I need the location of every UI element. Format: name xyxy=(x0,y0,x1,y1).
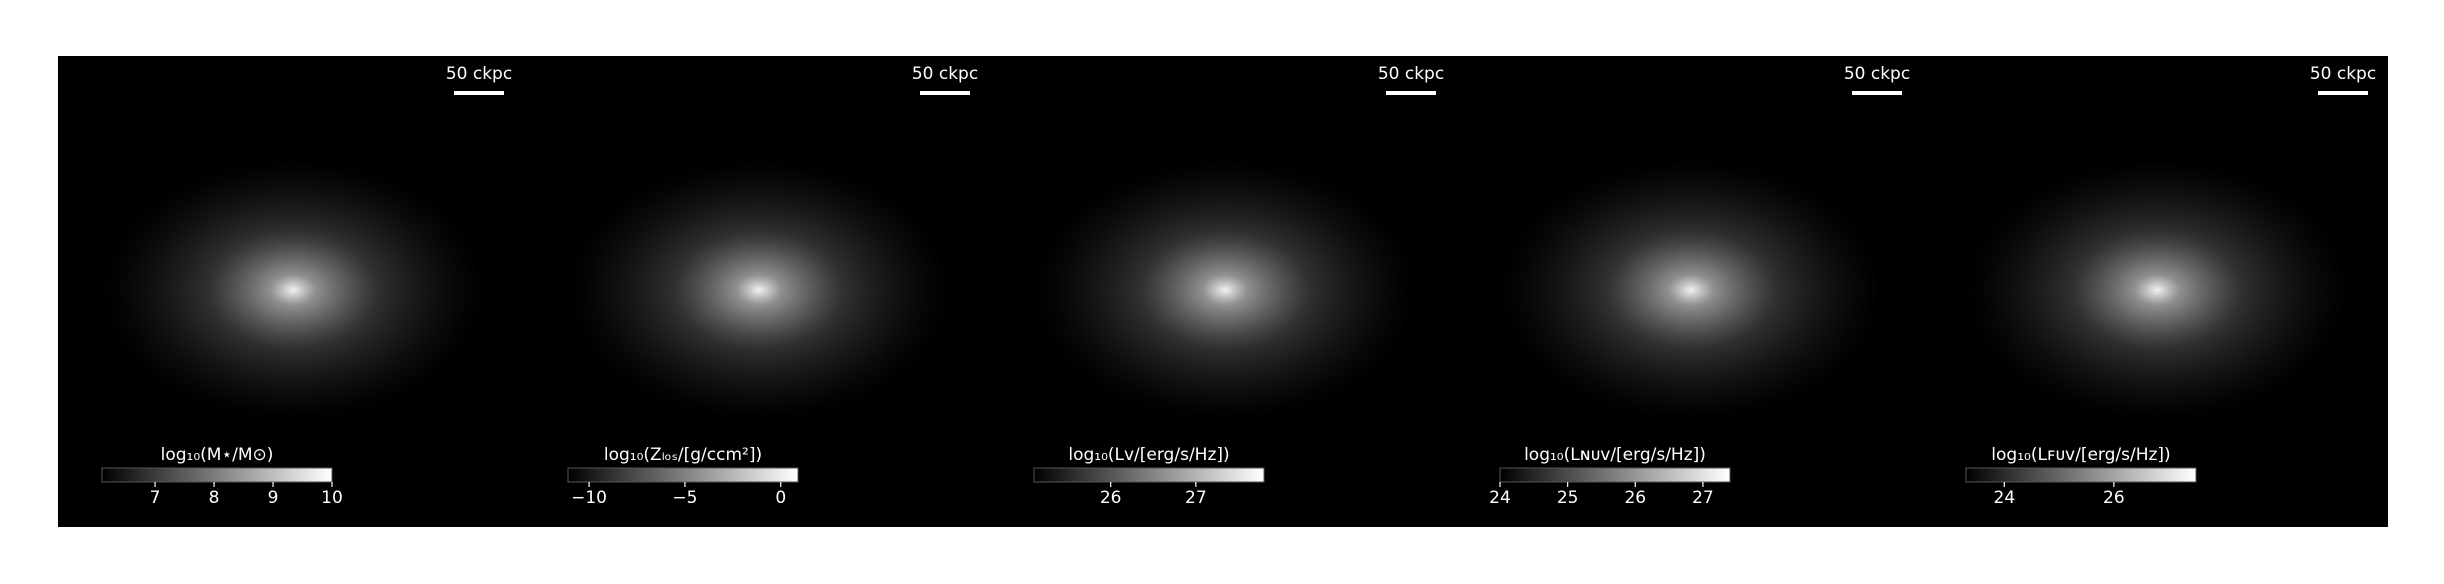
panel: 50 ckpc log₁₀(Lꜰᴜᴠ/[erg/s/Hz]) 24 26 xyxy=(1965,64,2376,508)
panel: 50 ckpc log₁₀(Lᴠ/[erg/s/Hz]) 26 27 xyxy=(1033,64,1444,508)
galaxy-image xyxy=(1967,160,2347,420)
colorbar-label: log₁₀(M⋆/M⊙) xyxy=(161,445,274,465)
colorbar xyxy=(1033,467,1265,483)
colorbar-tick-label: 10 xyxy=(321,488,343,508)
colorbar-tick-label: 7 xyxy=(150,488,161,508)
scale-bar-label: 50 ckpc xyxy=(446,64,512,84)
galaxy-image xyxy=(1501,160,1881,420)
colorbar-label: log₁₀(Zₗₒₛ/[g/ccm²]) xyxy=(604,445,762,465)
colorbar-tick-label: 24 xyxy=(1994,488,2016,508)
panel: 50 ckpc log₁₀(M⋆/M⊙) 7 8 9 10 xyxy=(101,64,512,508)
galaxy-image xyxy=(103,160,483,420)
scale-bar-label: 50 ckpc xyxy=(2310,64,2376,84)
scale-bar-label: 50 ckpc xyxy=(1378,64,1444,84)
colorbar-label: log₁₀(Lɴᴜᴠ/[erg/s/Hz]) xyxy=(1524,445,1706,465)
colorbar xyxy=(1965,467,2197,483)
colorbar-tick-label: 27 xyxy=(1692,488,1714,508)
colorbar-tick-label: 0 xyxy=(775,488,786,508)
panel: 50 ckpc log₁₀(Lɴᴜᴠ/[erg/s/Hz]) 24 25 26 27 xyxy=(1489,64,1910,508)
colorbar-tick-label: −10 xyxy=(571,488,607,508)
colorbar-tick-label: 26 xyxy=(1624,488,1646,508)
colorbar xyxy=(101,467,333,483)
galaxy-image xyxy=(569,160,949,420)
colorbar-tick-label: 25 xyxy=(1557,488,1579,508)
colorbar-label: log₁₀(Lᴠ/[erg/s/Hz]) xyxy=(1068,445,1229,465)
colorbar-tick-label: 24 xyxy=(1489,488,1511,508)
scale-bar-label: 50 ckpc xyxy=(1844,64,1910,84)
colorbar-tick-label: 27 xyxy=(1185,488,1207,508)
colorbar-label: log₁₀(Lꜰᴜᴠ/[erg/s/Hz]) xyxy=(1991,445,2170,465)
colorbar-tick-label: 26 xyxy=(1100,488,1122,508)
galaxy-image xyxy=(1035,160,1415,420)
scale-bar-label: 50 ckpc xyxy=(912,64,978,84)
colorbar xyxy=(1499,467,1731,483)
colorbar-tick-label: 9 xyxy=(268,488,279,508)
colorbar-tick-label: 8 xyxy=(209,488,220,508)
colorbar xyxy=(567,467,799,483)
colorbar-tick-label: 26 xyxy=(2103,488,2125,508)
colorbar-tick-label: −5 xyxy=(672,488,697,508)
panel: 50 ckpc log₁₀(Zₗₒₛ/[g/ccm²]) −10 −5 0 xyxy=(567,64,978,508)
